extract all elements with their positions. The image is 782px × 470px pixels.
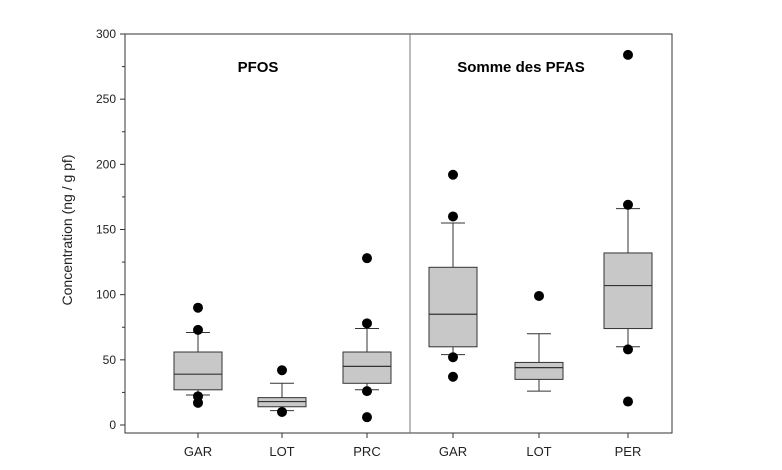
outlier-panel1-prc-3 — [362, 253, 372, 264]
outlier-panel2-per-0 — [623, 396, 633, 407]
outlier-panel1-lot-0 — [277, 406, 287, 417]
x-tick-label-panel1-gar: GAR — [184, 444, 212, 459]
y-tick-label-300: 300 — [96, 27, 116, 41]
outlier-panel2-lot-0 — [534, 290, 544, 301]
x-tick-label-panel1-lot: LOT — [269, 444, 294, 459]
outlier-panel2-gar-2 — [448, 211, 458, 222]
outlier-panel2-per-1 — [623, 344, 633, 355]
panel-title-somme-pfas: Somme des PFAS — [457, 59, 585, 76]
y-tick-label-100: 100 — [96, 288, 116, 302]
x-tick-label-panel1-prc: PRC — [353, 444, 380, 459]
outlier-panel1-gar-3 — [193, 302, 203, 313]
box-panel2-gar — [428, 266, 478, 348]
box-panel2-per — [603, 252, 653, 330]
y-tick-label-150: 150 — [96, 223, 116, 237]
y-tick-label-200: 200 — [96, 157, 116, 171]
outlier-panel2-gar-0 — [448, 371, 458, 382]
box-panel1-lot — [257, 397, 307, 408]
outlier-panel1-gar-1 — [193, 391, 203, 402]
outlier-panel1-prc-2 — [362, 318, 372, 329]
outlier-panel1-gar-2 — [193, 324, 203, 335]
panel-title-pfos: PFOS — [238, 59, 279, 76]
box-panel1-prc — [342, 351, 392, 384]
outlier-panel1-prc-0 — [362, 412, 372, 423]
y-axis-title: Concentration (ng / g pf) — [59, 155, 75, 306]
outlier-panel2-per-2 — [623, 199, 633, 210]
y-tick-label-50: 50 — [103, 353, 117, 367]
y-tick-label-250: 250 — [96, 92, 116, 106]
x-tick-label-panel2-lot: LOT — [526, 444, 551, 459]
outlier-panel2-gar-1 — [448, 352, 458, 363]
plot-frame — [124, 33, 673, 434]
outlier-panel2-gar-3 — [448, 169, 458, 180]
outlier-panel1-lot-1 — [277, 365, 287, 376]
y-tick-label-0: 0 — [109, 418, 116, 432]
box-panel2-lot — [514, 361, 564, 380]
x-tick-label-panel2-gar: GAR — [439, 444, 467, 459]
outlier-panel2-per-3 — [623, 49, 633, 60]
box-panel1-gar — [173, 351, 223, 391]
outlier-panel1-prc-1 — [362, 386, 372, 397]
x-tick-label-panel2-per: PER — [615, 444, 642, 459]
